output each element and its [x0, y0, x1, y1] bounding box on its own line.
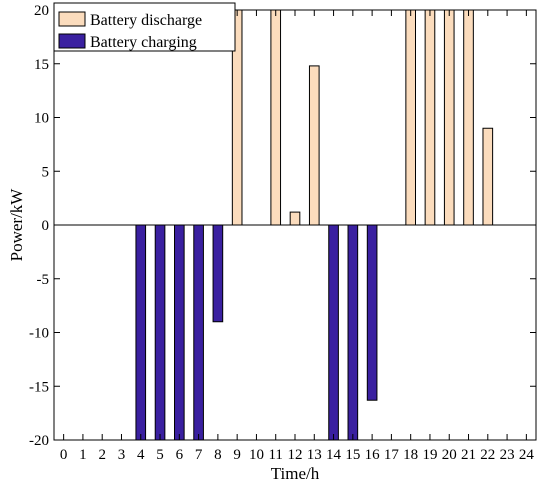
discharge-bar — [482, 127, 494, 226]
discharge-bar — [405, 9, 416, 226]
charging-bar — [174, 224, 185, 441]
legend-swatch-charging — [58, 33, 86, 49]
x-tick-label: 21 — [461, 447, 476, 463]
discharge-bar — [424, 9, 436, 226]
legend-label-charging: Battery charging — [90, 34, 197, 51]
x-tick-label: 16 — [365, 447, 381, 463]
legend-label-discharge: Battery discharge — [90, 12, 202, 29]
x-tick-label: 20 — [442, 447, 457, 463]
y-tick-label: -20 — [29, 433, 49, 449]
x-tick-label: 23 — [500, 447, 515, 463]
discharge-bar — [463, 9, 474, 226]
charging-bar — [193, 224, 204, 441]
x-tick-label: 24 — [519, 447, 535, 463]
charging-bar — [154, 224, 166, 441]
x-tick-label: 8 — [214, 447, 222, 463]
x-tick-label: 13 — [307, 447, 322, 463]
charging-bar — [135, 224, 147, 441]
x-tick-label: 12 — [288, 447, 303, 463]
x-tick-label: 9 — [233, 447, 241, 463]
legend: Battery discharge Battery charging — [53, 2, 236, 52]
x-tick-label: 22 — [480, 447, 495, 463]
discharge-bar — [289, 211, 301, 226]
x-tick-label: 6 — [176, 447, 184, 463]
x-tick-label: 0 — [60, 447, 68, 463]
x-tick-label: 19 — [422, 447, 437, 463]
y-tick-label: 5 — [42, 164, 50, 180]
charging-bar — [212, 224, 224, 323]
x-tick-label: 10 — [249, 447, 264, 463]
y-tick-label: -15 — [29, 379, 49, 395]
x-tick-label: 15 — [345, 447, 360, 463]
x-tick-label: 18 — [403, 447, 418, 463]
x-tick-label: 2 — [98, 447, 106, 463]
x-tick-label: 17 — [384, 447, 400, 463]
x-tick-label: 11 — [268, 447, 282, 463]
y-tick-label: 20 — [34, 3, 49, 19]
discharge-bar — [443, 9, 455, 226]
charging-bar — [347, 224, 359, 441]
discharge-bar — [270, 9, 282, 226]
x-tick-label: 3 — [118, 447, 126, 463]
y-tick-label: -10 — [29, 326, 49, 342]
legend-swatch-discharge — [58, 11, 86, 27]
x-tick-label: 14 — [326, 447, 342, 463]
y-tick-label: -5 — [37, 272, 50, 288]
charging-bar — [366, 224, 378, 401]
x-axis-title: Time/h — [271, 464, 320, 483]
y-tick-label: 0 — [42, 218, 50, 234]
y-tick-label: 15 — [34, 57, 49, 73]
charging-bar — [328, 224, 339, 441]
discharge-bar — [308, 65, 320, 226]
x-tick-label: 5 — [156, 447, 164, 463]
x-tick-label: 7 — [195, 447, 203, 463]
x-tick-label: 4 — [137, 447, 145, 463]
y-axis-title: Power/kW — [7, 188, 26, 262]
y-tick-label: 10 — [34, 111, 49, 127]
x-tick-label: 1 — [79, 447, 87, 463]
